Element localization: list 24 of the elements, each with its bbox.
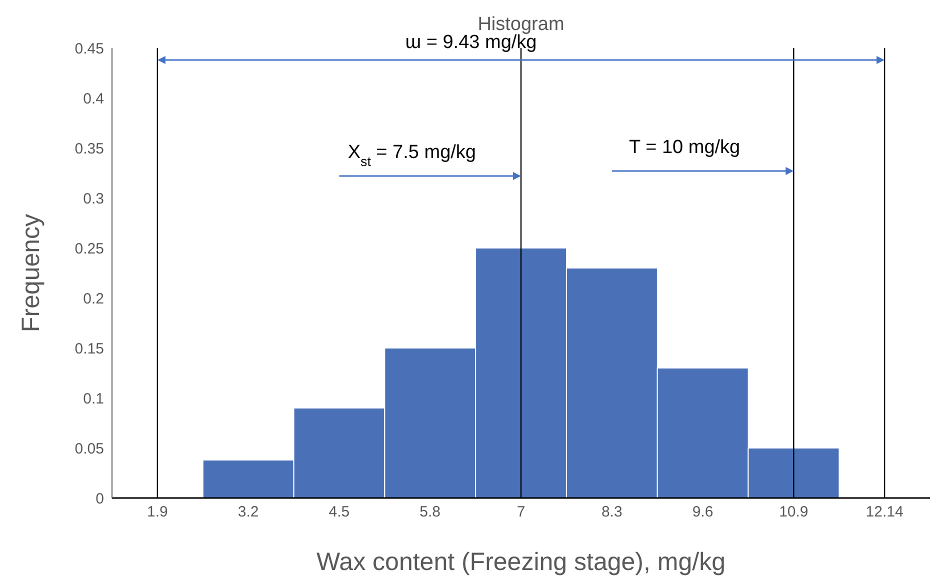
x-tick-label: 4.5 <box>328 504 350 521</box>
y-tick-label: 0.05 <box>74 440 104 458</box>
annotation: T = 10 mg/kg <box>629 137 740 158</box>
x-tick-label: 3.2 <box>238 504 259 521</box>
y-tick-label: 0.15 <box>74 340 104 358</box>
x-tick-label: 7 <box>516 504 526 521</box>
annotation: X$_{st}$ = 7.5 mg/kg <box>348 142 476 168</box>
x-tick-label: 9.6 <box>692 504 714 521</box>
x-axis-title: Wax content (Freezing stage), mg/kg <box>316 548 726 576</box>
x-tick-label: 8.3 <box>601 504 622 521</box>
x-tick-label: 1.9 <box>147 504 168 521</box>
y-tick-label: 0.45 <box>74 40 104 58</box>
y-tick-label: 0.35 <box>74 140 104 158</box>
y-tick-label: 0.1 <box>83 390 104 408</box>
y-axis-title: Frequency <box>16 213 45 332</box>
x-tick-label: 5.8 <box>420 504 441 521</box>
y-tick-label: 0.3 <box>83 190 104 208</box>
y-tick-label: 0.25 <box>74 240 104 258</box>
y-tick-label: 0 <box>96 490 104 508</box>
y-tick-label: 0.4 <box>83 90 104 108</box>
y-tick-label: 0.2 <box>83 290 104 308</box>
chart-title: Histogram <box>478 14 564 35</box>
x-tick-label: 10.9 <box>779 504 808 521</box>
x-tick-label: 12.14 <box>866 504 904 521</box>
